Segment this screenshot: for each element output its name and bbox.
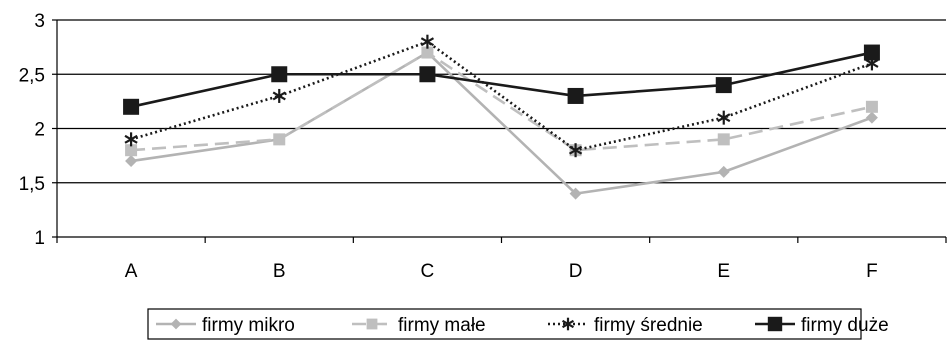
data-point — [567, 87, 584, 104]
series-line — [130, 51, 873, 152]
data-point — [863, 44, 880, 61]
x-tick-label: E — [717, 261, 730, 282]
series-markers — [124, 34, 879, 158]
data-point — [366, 318, 378, 330]
data-point — [273, 133, 286, 146]
y-tick-label: 2 — [34, 120, 45, 141]
data-point — [568, 143, 583, 158]
x-tick-label: A — [125, 261, 138, 282]
y-tick-label: 2,5 — [19, 65, 45, 86]
data-point — [717, 133, 730, 146]
data-point — [124, 132, 138, 147]
data-point — [271, 66, 288, 83]
x-tick-label: B — [273, 261, 286, 282]
x-axis-tick-labels: A B C D E F — [125, 261, 878, 282]
series-line — [130, 51, 873, 195]
series-line — [130, 40, 873, 152]
data-point — [421, 46, 434, 59]
grid-lines — [57, 19, 946, 184]
data-point — [717, 165, 730, 178]
data-point — [123, 98, 140, 115]
series-markers — [123, 44, 880, 115]
legend: firmy mikro firmy małe firmy średnie firmy … — [147, 308, 889, 340]
data-point — [170, 318, 182, 330]
legend-item: firmy duże — [755, 315, 889, 336]
data-point — [865, 100, 878, 113]
data-point — [865, 111, 878, 124]
data-point — [125, 144, 138, 157]
data-point — [420, 34, 435, 49]
legend-item: firmy małe — [352, 315, 486, 336]
legend-label: firmy małe — [398, 315, 486, 336]
series-line — [130, 51, 873, 109]
data-point — [569, 187, 582, 200]
data-point — [419, 66, 436, 83]
legend-label: firmy duże — [801, 315, 889, 336]
data-point — [125, 155, 138, 168]
axes — [52, 19, 947, 243]
y-axis-tick-labels: 1 1,5 2 2,5 3 — [19, 11, 45, 249]
legend-box — [147, 308, 862, 340]
data-point — [272, 88, 286, 103]
series-group — [123, 34, 880, 200]
y-tick-label: 1,5 — [19, 174, 45, 195]
legend-label: firmy średnie — [594, 315, 703, 336]
x-tick-label: C — [421, 261, 435, 282]
data-point — [715, 77, 732, 94]
y-tick-label: 1 — [34, 228, 45, 249]
legend-label: firmy mikro — [202, 315, 295, 336]
x-tick-label: F — [866, 261, 878, 282]
legend-item: firmy średnie — [548, 315, 703, 336]
data-point — [717, 110, 731, 125]
data-point — [767, 316, 783, 332]
data-point — [561, 317, 575, 331]
y-tick-label: 3 — [34, 11, 45, 32]
legend-item: firmy mikro — [156, 315, 295, 336]
x-tick-label: D — [569, 261, 583, 282]
